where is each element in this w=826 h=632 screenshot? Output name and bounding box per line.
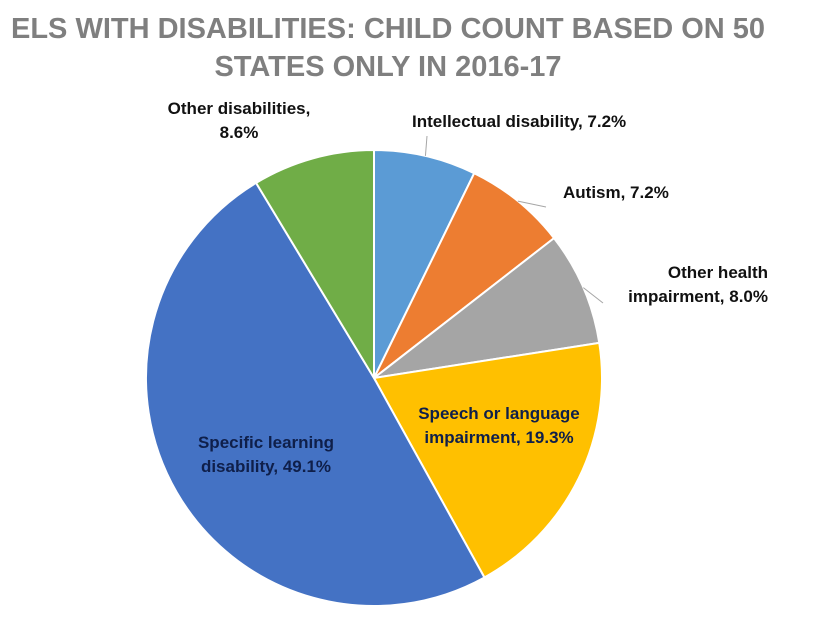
chart-title-line-2: STATES ONLY IN 2016-17 (214, 51, 562, 83)
slice-label-autism: Autism, 7.2% (563, 183, 669, 202)
slice-label-intellectual-disability: Intellectual disability, 7.2% (412, 112, 627, 131)
pie-slice-other-health-impairment (370, 236, 601, 380)
leader-line-intellectual-disability (424, 135, 428, 156)
pie-slice-speech-language (372, 341, 603, 579)
pie-slice-specific-learning (145, 181, 486, 607)
pie-slice-other-disabilities (254, 148, 375, 382)
chart-title: ELS WITH DISABILITIES: CHILD COUNT BASED… (0, 10, 776, 86)
slice-label-other-health-impairment: Other health impairment, 8.0% (628, 263, 768, 306)
pie-slice-autism (373, 171, 556, 379)
pie-slice-intellectual-disability (373, 148, 476, 379)
leader-line-autism (517, 200, 547, 208)
slice-label-other-disabilities: Other disabilities, 8.6% (167, 99, 311, 142)
chart-title-line-1: ELS WITH DISABILITIES: CHILD COUNT BASED… (10, 13, 766, 45)
slice-label-speech-language: Speech or language impairment, 19.3% (418, 404, 580, 447)
leader-line-other-health-impairment (583, 287, 604, 304)
slice-label-specific-learning: Specific learning disability, 49.1% (197, 433, 335, 476)
